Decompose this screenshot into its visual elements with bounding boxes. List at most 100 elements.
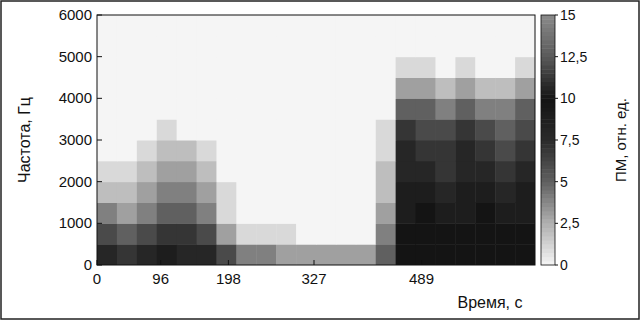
cell [276,244,296,265]
cell [137,244,157,265]
colorbar-segment [541,132,555,137]
cell [276,57,296,78]
colorbar-segment [541,23,555,28]
cell [117,36,137,57]
cell [356,98,376,119]
cell [356,203,376,224]
colorbar-segment [541,36,555,41]
colorbar-tick-label: 0 [560,257,568,273]
cell [455,244,475,265]
cell [177,244,197,265]
cell [336,57,356,78]
colorbar-segment [541,211,555,216]
colorbar-segment [541,182,555,187]
colorbar-segment [541,69,555,74]
cell [435,161,455,182]
cell [396,98,416,119]
cell [137,182,157,203]
colorbar-tick-label: 2,5 [560,215,580,231]
cell [515,244,535,265]
cell [197,119,217,140]
cell [216,98,236,119]
cell [296,98,316,119]
cell [117,78,137,99]
cell [236,36,256,57]
cell [316,203,336,224]
colorbar-tick-label: 5 [560,174,568,190]
cell [435,15,455,36]
cell [296,140,316,161]
cell [97,203,117,224]
cell [475,203,495,224]
x-tick [160,260,161,265]
cell [376,161,396,182]
colorbar-segment [541,178,555,183]
cell [475,223,495,244]
cell [216,57,236,78]
cell [356,140,376,161]
colorbar-tick-label: 15 [560,7,576,23]
cell [137,15,157,36]
colorbar-segment [541,19,555,24]
cell [276,15,296,36]
cell [197,203,217,224]
cell [316,78,336,99]
y-tick [97,223,102,224]
cell [256,244,276,265]
cell [416,244,436,265]
cell [356,15,376,36]
cell [177,36,197,57]
cell [475,119,495,140]
colorbar-title: ПМ, отн. ед. [612,98,629,182]
cell [515,57,535,78]
cell [216,36,236,57]
cell [475,98,495,119]
cell [416,182,436,203]
cell [97,36,117,57]
cell [177,15,197,36]
x-tick [97,260,98,265]
cell [316,36,336,57]
cell [495,36,515,57]
cell [376,98,396,119]
cell [455,57,475,78]
cell [515,78,535,99]
cell [515,161,535,182]
colorbar-segment [541,186,555,191]
cell [336,36,356,57]
colorbar-tick-label: 10 [560,90,576,106]
cell [416,203,436,224]
cell [117,244,137,265]
cell [455,15,475,36]
cell [256,57,276,78]
colorbar-tick-label: 12,5 [560,49,587,65]
colorbar-segment [541,115,555,120]
colorbar-segment [541,57,555,62]
y-tick-label: 4000 [59,89,92,106]
cell [515,36,535,57]
colorbar-segment [541,215,555,220]
colorbar-segment [541,157,555,162]
y-tick-label: 1000 [59,214,92,231]
cell [336,203,356,224]
cell [137,78,157,99]
plot-background [97,15,535,265]
x-tick [228,260,229,265]
cell [157,15,177,36]
colorbar-segment [541,153,555,158]
cell [197,161,217,182]
cell [356,182,376,203]
x-axis-title: Время, с [457,294,522,311]
x-tick-label: 0 [93,270,101,287]
cell [177,98,197,119]
cell [336,182,356,203]
cell [475,182,495,203]
cell [256,161,276,182]
cell [515,223,535,244]
cell [276,36,296,57]
cell [316,244,336,265]
cell [137,98,157,119]
colorbar-segment [541,94,555,99]
cell [137,203,157,224]
colorbar-tick [555,181,558,182]
